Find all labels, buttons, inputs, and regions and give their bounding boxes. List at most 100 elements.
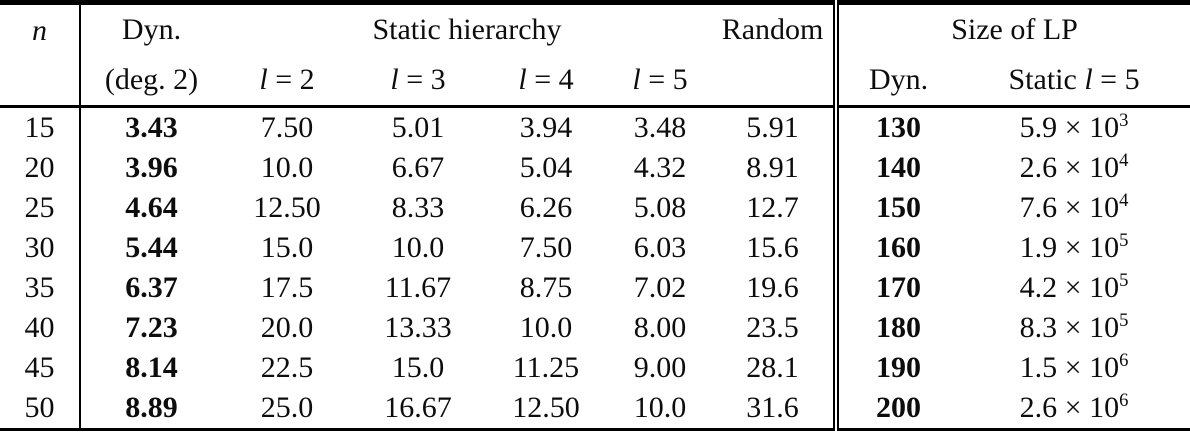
cell-l2: 25.0 bbox=[260, 391, 314, 424]
cell-dyn: 8.14 bbox=[125, 351, 178, 384]
cell-n: 45 bbox=[0, 348, 81, 388]
cell-l2: 22.5 bbox=[260, 351, 314, 384]
lp-static-base: 7.6 × 10 bbox=[1019, 191, 1120, 224]
cell-random: 15.6 bbox=[746, 231, 799, 264]
lp-static-base: 2.6 × 10 bbox=[1019, 151, 1120, 184]
cell-lp-dyn: 170 bbox=[833, 268, 959, 308]
lp-static-exponent: 5 bbox=[1119, 230, 1129, 251]
header-static-hierarchy: Static hierarchy bbox=[372, 13, 562, 46]
cell-l4: 8.75 bbox=[519, 271, 573, 304]
math-var-l: l bbox=[1084, 63, 1093, 96]
cell-l3: 5.01 bbox=[391, 111, 445, 144]
header-row-1: n Dyn. Static hierarchy Random Size of L… bbox=[0, 2, 1190, 107]
table-row: 30 5.44 15.0 10.0 7.50 6.03 15.6 160 1.9… bbox=[0, 228, 1190, 268]
header-l5: l = 5 bbox=[608, 55, 712, 107]
cell-l4: 7.50 bbox=[519, 231, 573, 264]
cell-l3: 8.33 bbox=[391, 191, 445, 224]
header-random: Random bbox=[721, 13, 824, 46]
cell-lp-dyn: 160 bbox=[833, 228, 959, 268]
table-row: 35 6.37 17.5 11.67 8.75 7.02 19.6 170 4.… bbox=[0, 268, 1190, 308]
cell-lp-dyn: 200 bbox=[833, 388, 959, 430]
cell-random: 28.1 bbox=[746, 351, 799, 384]
cell-n: 40 bbox=[0, 308, 81, 348]
cell-l3: 6.67 bbox=[391, 151, 445, 184]
header-size-of-lp: Size of LP bbox=[833, 2, 1190, 55]
cell-l5: 10.0 bbox=[633, 391, 687, 424]
cell-l5: 5.08 bbox=[633, 191, 687, 224]
cell-l3: 10.0 bbox=[391, 231, 445, 264]
cell-l2: 10.0 bbox=[260, 151, 314, 184]
cell-random: 12.7 bbox=[746, 191, 799, 224]
math-var-l: l bbox=[632, 63, 641, 96]
header-row-2: (deg. 2) l = 2 l = 3 l = 4 l = 5 Dyn. St… bbox=[0, 55, 1190, 107]
header-n: n bbox=[0, 2, 81, 107]
cell-dyn: 4.64 bbox=[125, 191, 178, 224]
lp-static-exponent: 6 bbox=[1119, 350, 1129, 371]
cell-lp-dyn: 130 bbox=[833, 106, 959, 148]
lp-static-base: 1.5 × 10 bbox=[1019, 351, 1120, 384]
lp-static-base: 5.9 × 10 bbox=[1019, 111, 1120, 144]
header-l2: l = 2 bbox=[222, 55, 352, 107]
cell-dyn: 6.37 bbox=[125, 271, 178, 304]
cell-l4: 6.26 bbox=[519, 191, 573, 224]
cell-n: 50 bbox=[0, 388, 81, 430]
lp-static-exponent: 5 bbox=[1119, 270, 1129, 291]
math-var-l: l bbox=[518, 63, 527, 96]
cell-n: 35 bbox=[0, 268, 81, 308]
cell-dyn: 3.43 bbox=[125, 111, 178, 144]
cell-l4: 3.94 bbox=[519, 111, 573, 144]
cell-lp-static: 5.9 × 103 bbox=[958, 107, 1190, 149]
cell-l5: 3.48 bbox=[633, 111, 687, 144]
cell-lp-dyn: 190 bbox=[833, 348, 959, 388]
cell-l2: 15.0 bbox=[260, 231, 314, 264]
cell-lp-dyn: 180 bbox=[833, 308, 959, 348]
cell-n: 15 bbox=[0, 106, 81, 148]
lp-static-base: 2.6 × 10 bbox=[1019, 391, 1120, 424]
cell-l2: 7.50 bbox=[260, 111, 314, 144]
lp-static-exponent: 4 bbox=[1119, 190, 1129, 211]
header-lp-static-value: = 5 bbox=[1092, 63, 1140, 96]
cell-random: 8.91 bbox=[746, 151, 799, 184]
cell-l3: 11.67 bbox=[384, 271, 452, 304]
cell-lp-static: 4.2 × 105 bbox=[958, 268, 1190, 308]
math-var-l: l bbox=[390, 63, 399, 96]
cell-random: 31.6 bbox=[746, 391, 799, 424]
cell-l3: 15.0 bbox=[391, 351, 445, 384]
header-lp-static: Static l = 5 bbox=[958, 55, 1190, 107]
cell-l4: 11.25 bbox=[512, 351, 580, 384]
cell-l2: 12.50 bbox=[253, 191, 321, 224]
cell-n: 30 bbox=[0, 228, 81, 268]
lp-static-base: 4.2 × 10 bbox=[1019, 271, 1120, 304]
header-l4-value: = 4 bbox=[526, 63, 574, 96]
table-row: 45 8.14 22.5 15.0 11.25 9.00 28.1 190 1.… bbox=[0, 348, 1190, 388]
lp-static-exponent: 5 bbox=[1119, 310, 1129, 331]
cell-n: 20 bbox=[0, 148, 81, 188]
cell-l4: 10.0 bbox=[519, 311, 573, 344]
table-row: 50 8.89 25.0 16.67 12.50 10.0 31.6 200 2… bbox=[0, 388, 1190, 430]
header-lp-static-prefix: Static bbox=[1008, 63, 1085, 96]
cell-random: 5.91 bbox=[746, 111, 799, 144]
cell-random: 23.5 bbox=[746, 311, 799, 344]
cell-l5: 4.32 bbox=[633, 151, 687, 184]
cell-dyn: 7.23 bbox=[125, 311, 178, 344]
table-row: 20 3.96 10.0 6.67 5.04 4.32 8.91 140 2.6… bbox=[0, 148, 1190, 188]
lp-static-exponent: 3 bbox=[1119, 110, 1129, 131]
cell-lp-dyn: 150 bbox=[833, 188, 959, 228]
cell-l5: 6.03 bbox=[633, 231, 687, 264]
header-l5-value: = 5 bbox=[640, 63, 688, 96]
header-l3-value: = 3 bbox=[398, 63, 446, 96]
table-row: 15 3.43 7.50 5.01 3.94 3.48 5.91 130 5.9… bbox=[0, 106, 1190, 149]
cell-random: 19.6 bbox=[746, 271, 799, 304]
cell-lp-static: 8.3 × 105 bbox=[958, 308, 1190, 348]
cell-dyn: 3.96 bbox=[125, 151, 178, 184]
header-random-empty bbox=[712, 55, 836, 107]
cell-dyn: 5.44 bbox=[125, 231, 178, 264]
header-l2-value: = 2 bbox=[267, 63, 315, 96]
math-var-l: l bbox=[259, 63, 268, 96]
cell-dyn: 8.89 bbox=[125, 391, 178, 424]
cell-l4: 5.04 bbox=[519, 151, 573, 184]
lp-static-base: 1.9 × 10 bbox=[1019, 231, 1120, 264]
cell-lp-dyn: 140 bbox=[833, 148, 959, 188]
